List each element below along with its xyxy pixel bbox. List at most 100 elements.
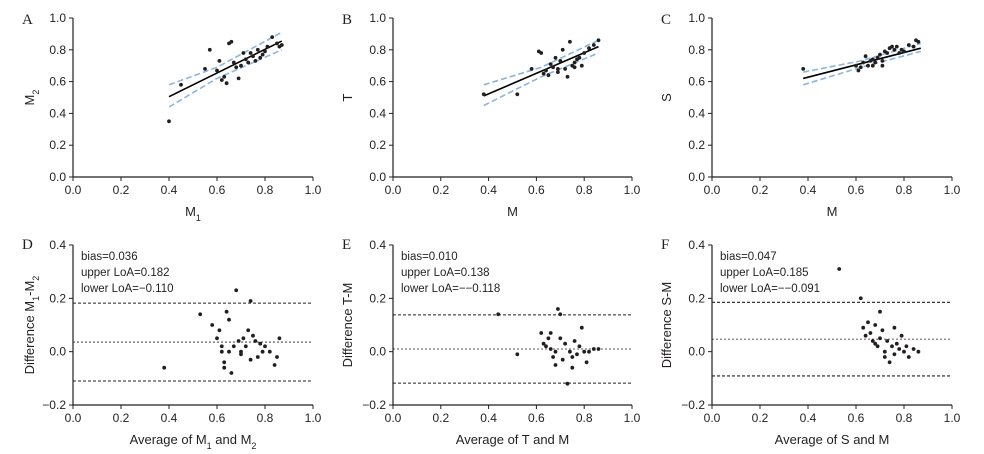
annotation-line: lower LoA=−−0.091	[720, 283, 820, 295]
panel-f: F0.0 0.2 0.4 0.6 0.8 1.0−0.20.00.20.4Average …	[659, 237, 961, 447]
data-point	[873, 323, 878, 327]
y-tick-label: 0.2	[688, 291, 705, 305]
data-point	[880, 59, 885, 63]
panel-a: A0.0 0.2 0.4 0.6 0.8 1.00.00.20.40.60.81.0M1M…	[22, 11, 322, 223]
y-axis-label: Difference S-M	[659, 282, 674, 368]
x-axis-label: M	[507, 204, 518, 219]
x-tick-label: 0.8	[576, 183, 593, 197]
data-point	[224, 81, 229, 86]
data-point	[870, 339, 875, 343]
data-point	[565, 74, 570, 79]
panel-d: D0.0 0.2 0.4 0.6 0.8 1.0−0.20.00.20.4Average …	[22, 237, 322, 451]
data-point	[861, 325, 866, 330]
data-point	[577, 55, 582, 60]
data-point	[894, 341, 899, 346]
ci-upper-line	[168, 31, 283, 86]
data-point	[911, 347, 916, 351]
data-point	[210, 323, 215, 327]
x-tick-label: 1.0	[305, 411, 322, 425]
y-tick-label: 0.8	[49, 43, 66, 57]
data-point	[904, 344, 909, 349]
x-tick-label: 0.8	[576, 411, 593, 425]
xlabel-sub: 1	[196, 213, 201, 223]
data-point	[541, 341, 546, 346]
data-point	[251, 333, 255, 338]
xlabel-mid: and M	[212, 432, 252, 447]
y-tick-label: 0.0	[688, 345, 705, 359]
y-axis-label: M2	[22, 90, 41, 106]
data-point	[272, 363, 277, 367]
data-point	[227, 349, 231, 354]
data-point	[880, 63, 885, 68]
data-point	[568, 39, 572, 44]
data-point	[236, 76, 241, 81]
ylabel-mid: -M	[22, 281, 37, 296]
data-point	[556, 307, 560, 311]
x-tick-label: 0.4	[161, 183, 178, 197]
data-point	[558, 59, 563, 63]
ylabel-main: Difference T-M	[340, 283, 355, 368]
x-tick-label: 0.6	[209, 183, 226, 197]
panel-c: C 0.0 0.2 0.4 0.6 0.8 1.0 0.0 0.2 0.4 0.6 0.8 1.0 M S	[659, 11, 961, 219]
ylabel-main: T	[340, 93, 355, 101]
x-tick-label: 0.2	[752, 411, 769, 425]
panel-b: B 0.0 0.2 0.4 0.6 0.8 1.0 0.0 0.2 0.4 0.6 0.8 1.0 M T	[340, 11, 641, 219]
data-point	[863, 54, 868, 59]
y-tick-label: −0.2	[362, 398, 386, 412]
data-point	[539, 331, 544, 335]
data-point	[234, 288, 239, 293]
data-point	[248, 51, 253, 55]
data-point	[167, 119, 171, 124]
data-point	[892, 47, 897, 52]
data-point	[162, 365, 167, 370]
data-point	[222, 360, 227, 365]
y-tick-label: 1.0	[369, 11, 386, 25]
data-point	[219, 344, 224, 349]
data-point	[870, 63, 875, 68]
data-point	[265, 44, 270, 49]
data-point	[544, 344, 548, 349]
data-point	[892, 352, 897, 357]
data-point	[243, 344, 248, 349]
ylabel-sub: 2	[31, 90, 41, 95]
data-point	[577, 344, 582, 349]
data-point	[541, 71, 546, 76]
data-point	[863, 333, 868, 338]
data-point	[579, 325, 584, 330]
data-point	[882, 355, 887, 359]
data-point	[861, 60, 866, 65]
data-point	[565, 381, 570, 386]
y-axis-label: S	[659, 93, 674, 102]
y-tick-label: 0.8	[369, 43, 386, 57]
data-point	[563, 67, 567, 71]
data-point	[870, 57, 875, 62]
y-tick-label: 0.4	[688, 238, 705, 252]
data-point	[496, 312, 501, 317]
data-point	[260, 52, 265, 57]
data-point	[563, 341, 567, 346]
data-point	[556, 70, 560, 74]
data-point	[258, 341, 263, 346]
data-point	[553, 349, 558, 354]
y-tick-label: 0.2	[369, 138, 386, 152]
y-tick-label: 0.6	[688, 75, 705, 89]
y-tick-label: 1.0	[49, 11, 66, 25]
data-point	[224, 309, 229, 314]
data-point	[837, 267, 842, 271]
data-point	[546, 73, 551, 78]
x-tick-label: 0.2	[752, 183, 769, 197]
x-tick-label: 0.2	[113, 411, 130, 425]
data-point	[596, 347, 601, 351]
data-point	[241, 51, 246, 55]
data-point	[251, 54, 255, 59]
x-tick-label: 1.0	[944, 411, 961, 425]
x-axis-label: M	[827, 204, 838, 219]
data-point	[890, 44, 894, 49]
data-point	[885, 51, 890, 55]
data-point	[222, 74, 227, 79]
data-point	[572, 65, 577, 70]
data-point	[897, 347, 902, 351]
x-tick-label: 0.8	[257, 183, 274, 197]
data-point	[253, 59, 258, 63]
